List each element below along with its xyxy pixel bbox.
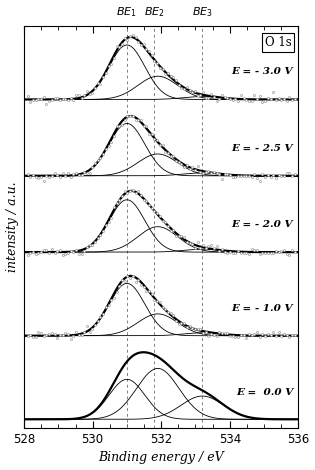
X-axis label: Binding energy / eV: Binding energy / eV — [98, 452, 224, 464]
Text: E = - 2.0 V: E = - 2.0 V — [232, 220, 293, 229]
Text: $BE_2$: $BE_2$ — [144, 5, 165, 19]
Text: E = - 1.0 V: E = - 1.0 V — [232, 304, 293, 313]
Text: $BE_1$: $BE_1$ — [117, 5, 137, 19]
Y-axis label: intensity / a.u.: intensity / a.u. — [6, 181, 19, 272]
Text: E = - 3.0 V: E = - 3.0 V — [232, 67, 293, 76]
Text: E =  0.0 V: E = 0.0 V — [236, 388, 293, 397]
Text: O 1s: O 1s — [265, 36, 291, 49]
Text: E = - 2.5 V: E = - 2.5 V — [232, 144, 293, 153]
Text: $BE_3$: $BE_3$ — [192, 5, 213, 19]
